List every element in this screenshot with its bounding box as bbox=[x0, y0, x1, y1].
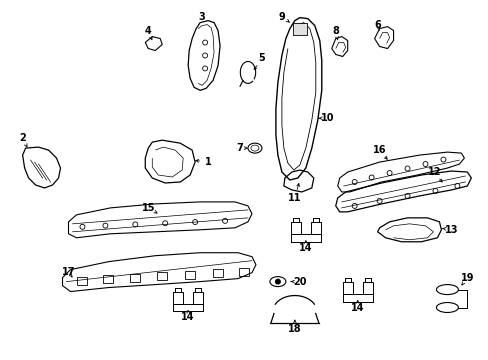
Text: 14: 14 bbox=[181, 312, 195, 323]
Text: 14: 14 bbox=[350, 302, 364, 312]
Bar bbox=[77, 276, 87, 285]
Bar bbox=[185, 271, 195, 279]
Text: 11: 11 bbox=[287, 193, 301, 203]
Bar bbox=[157, 272, 167, 280]
Text: 20: 20 bbox=[292, 276, 306, 287]
Text: 8: 8 bbox=[332, 26, 339, 36]
Text: 17: 17 bbox=[61, 267, 75, 276]
Text: 14: 14 bbox=[299, 243, 312, 253]
Bar bbox=[239, 268, 248, 276]
Text: 12: 12 bbox=[427, 167, 440, 177]
Text: 19: 19 bbox=[460, 273, 473, 283]
Text: 2: 2 bbox=[19, 133, 26, 143]
Text: 5: 5 bbox=[258, 54, 265, 63]
Text: 9: 9 bbox=[278, 12, 285, 22]
Text: 7: 7 bbox=[236, 143, 243, 153]
Text: 16: 16 bbox=[372, 145, 386, 155]
Text: 1: 1 bbox=[204, 157, 211, 167]
Text: 15: 15 bbox=[141, 203, 155, 213]
Text: 6: 6 bbox=[373, 19, 380, 30]
Circle shape bbox=[274, 279, 280, 285]
Bar bbox=[103, 275, 113, 283]
Text: 4: 4 bbox=[144, 26, 151, 36]
Bar bbox=[213, 269, 223, 277]
Bar bbox=[130, 274, 140, 282]
Text: 13: 13 bbox=[444, 225, 457, 235]
Text: 3: 3 bbox=[198, 12, 205, 22]
Bar bbox=[292, 23, 306, 35]
Text: 10: 10 bbox=[320, 113, 334, 123]
Text: 18: 18 bbox=[287, 324, 301, 334]
